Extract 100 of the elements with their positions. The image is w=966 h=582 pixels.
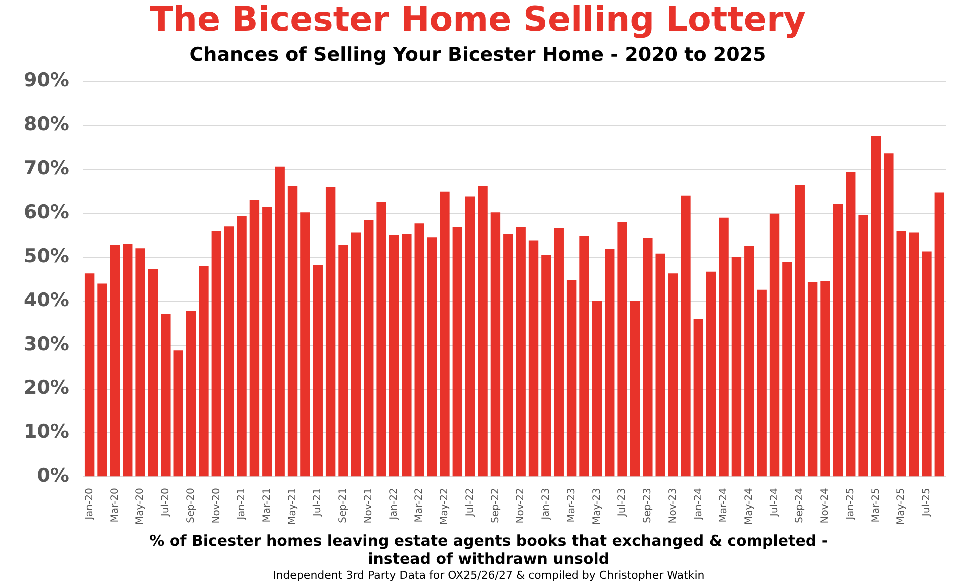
x-tick-label: Jan-24 [693,488,704,521]
y-tick-label: 50% [24,245,70,268]
bar [630,301,640,477]
bar [84,274,95,477]
y-tick-label: 20% [24,377,70,400]
x-tick-label: Mar-22 [414,488,426,523]
bar [668,274,678,477]
x-tick-label: Jul-24 [769,488,780,518]
x-tick-label: Nov-20 [211,488,222,524]
y-tick-label: 60% [24,201,70,224]
bar [896,231,906,477]
bar [719,218,729,477]
bar [770,214,780,477]
x-tick-label: May-23 [592,488,603,526]
bar [757,290,767,477]
bar [376,202,386,477]
x-tick-label: May-20 [135,488,146,526]
bar [402,234,412,477]
x-tick-label: Jan-23 [541,488,552,521]
x-tick-label: Sep-20 [186,488,197,524]
bar [934,192,945,477]
bar [681,196,691,477]
bar [884,154,894,477]
bar [389,235,400,477]
x-tick-label: Mar-23 [566,488,578,523]
y-tick-label: 70% [24,157,70,180]
bar [795,185,805,477]
x-tick-label: Nov-21 [363,488,374,524]
x-tick-label: May-21 [287,488,298,526]
bar [110,245,120,477]
bar [580,236,590,477]
x-tick-label: Jul-23 [617,488,628,518]
bar [782,262,792,477]
bar [528,240,539,477]
bar [566,280,577,477]
bar [313,265,323,477]
bar [618,222,628,477]
x-tick-label: Sep-23 [642,488,654,524]
bar [338,245,348,477]
bar [174,350,184,477]
x-tick-label: Mar-20 [110,488,121,523]
x-tick-label: Jul-22 [464,488,476,518]
bar [846,172,856,477]
y-tick-label: 40% [24,289,70,312]
x-tick-label: Nov-24 [820,488,832,524]
bar [326,187,336,477]
bar [490,212,501,477]
x-tick-label: Jan-22 [388,488,400,521]
x-tick-label: May-22 [440,488,451,526]
bar [732,256,742,477]
bar [199,266,209,477]
chart-title: The Bicester Home Selling Lottery [150,0,806,40]
bar [186,311,196,477]
bar [858,215,868,477]
x-tick-label: Sep-22 [490,488,502,524]
bar [440,192,450,477]
bar [554,228,564,477]
x-tick-label: Jan-20 [84,488,96,521]
x-tick-label: Mar-25 [870,488,882,523]
y-tick-label: 10% [24,421,70,444]
x-tick-label: Mar-21 [262,488,273,523]
bar [922,252,932,477]
bar [300,212,310,477]
bar [364,220,374,477]
bar [820,281,830,477]
bar [643,238,653,477]
bar [542,255,552,477]
bar [808,282,818,477]
bar [744,246,754,477]
bar [250,200,260,477]
y-tick-label: 90% [24,70,70,92]
bar [516,228,526,477]
bar [224,226,234,477]
bar [833,204,844,477]
bar [275,166,285,477]
bar [123,244,133,477]
bar [288,186,298,477]
y-tick-label: 30% [24,333,70,356]
chart-subtitle: Chances of Selling Your Bicester Home - 2020 to 2025 [190,44,766,66]
x-tick-label: Nov-22 [516,488,527,524]
bar [504,234,514,477]
x-tick-label: Jul-20 [160,488,172,518]
x-tick-label: Sep-21 [338,488,350,524]
x-tick-label: May-24 [744,488,755,526]
x-tick-label: Mar-24 [718,488,730,523]
bar [212,231,222,477]
bar [465,196,476,477]
bar [706,272,716,477]
x-tick-label: May-25 [896,488,908,526]
bar [605,249,615,477]
bar [262,207,272,477]
bar [148,269,158,477]
x-tick-label: Jan-21 [236,488,248,521]
bar [161,314,171,477]
bar [909,232,920,477]
x-tick-label: Jul-21 [312,488,324,518]
x-tick-label: Jul-25 [922,488,933,518]
bar [478,186,488,477]
text: Independent 3rd Party Data for OX25/26/27 & compiled by Christopher Watkin [272,568,705,582]
bar [414,224,424,477]
